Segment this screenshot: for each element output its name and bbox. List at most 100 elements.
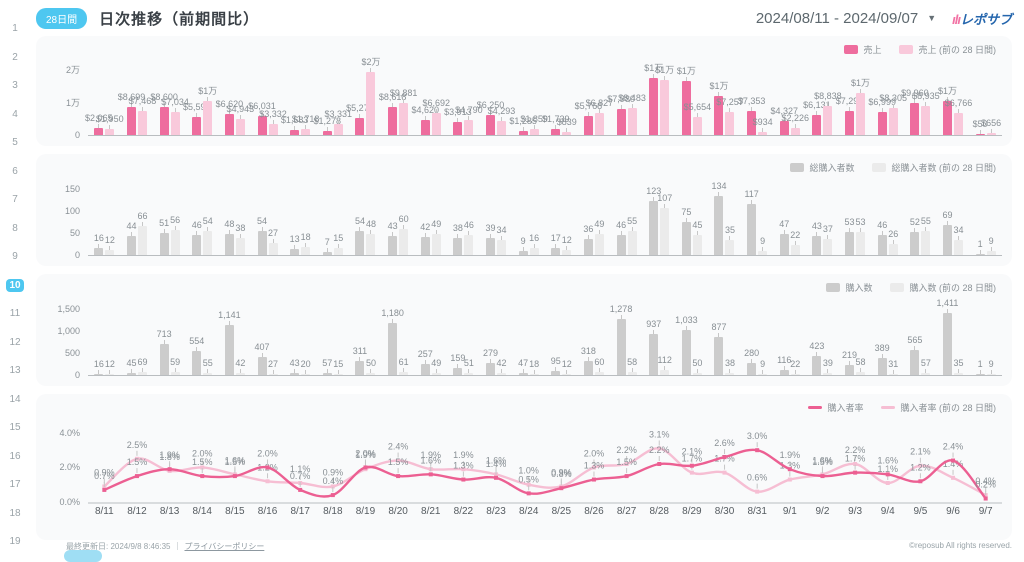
bar-previous-9/3 [856, 231, 866, 255]
legend-item-previous[interactable]: 購入数 (前の 28 日間) [890, 281, 996, 294]
date-range-selector[interactable]: 2024/08/11 - 2024/09/07 ▼ [756, 10, 936, 27]
label-leader-line [696, 368, 698, 373]
bar-group-8/13: 51 56 [153, 216, 186, 255]
point-value-label: 1.9% [453, 450, 474, 460]
reposub-logo: ılıレポサブ [952, 9, 1012, 28]
y-axis-tick: 2.0% [59, 462, 80, 473]
bar-previous-8/27 [627, 107, 637, 135]
sidebar-item-13[interactable]: 13 [9, 365, 21, 376]
bar-current-8/21 [420, 363, 430, 375]
legend-item-current[interactable]: 売上 [844, 43, 881, 56]
sidebar-item-16[interactable]: 16 [9, 450, 21, 462]
x-axis-label-9/4: 9/4 [880, 506, 895, 517]
sidebar-item-2[interactable]: 2 [12, 51, 18, 63]
sidebar-item-9[interactable]: 9 [12, 251, 18, 262]
sidebar-item-15[interactable]: 15 [9, 422, 21, 433]
label-leader-line [990, 247, 992, 252]
point-value-label: 1.5% [616, 457, 637, 467]
sidebar-item-1[interactable]: 1 [12, 23, 18, 34]
bar-group-9/2: 423 39 [806, 342, 839, 375]
privacy-policy-link[interactable]: プライバシーポリシー [184, 542, 265, 551]
sidebar-item-19[interactable]: 19 [9, 536, 21, 547]
bar-current-8/30 [714, 95, 724, 135]
bar-group-8/25: $1,739 $839 [542, 115, 578, 135]
label-leader-line [555, 125, 557, 130]
label-leader-line [228, 320, 230, 325]
label-leader-line [881, 108, 883, 113]
label-leader-line [130, 369, 132, 374]
x-axis-label-8/28: 8/28 [649, 506, 669, 517]
label-leader-line [533, 125, 535, 129]
bar-group-8/30: 877 38 [708, 322, 741, 375]
point-value-label: 1.9% [420, 450, 441, 460]
bar-current-8/18 [322, 251, 332, 255]
sidebar-item-11[interactable]: 11 [9, 308, 21, 319]
bar-group-8/13: 713 59 [153, 329, 186, 375]
sidebar-item-7[interactable]: 7 [12, 194, 18, 205]
sidebar-item-14[interactable]: 14 [9, 393, 21, 405]
sidebar-item-18[interactable]: 18 [9, 507, 21, 519]
bar-group-8/31: 280 9 [741, 348, 774, 375]
bar-group-9/5: 52 55 [904, 216, 937, 255]
legend-item-previous[interactable]: 売上 (前の 28 日間) [899, 43, 996, 56]
label-leader-line [794, 123, 796, 128]
label-leader-line [326, 368, 328, 373]
x-axis-label-9/3: 9/3 [848, 506, 863, 517]
label-leader-line [337, 370, 339, 374]
sidebar-item-5[interactable]: 5 [12, 137, 18, 148]
point-current-8/29 [689, 463, 694, 468]
legend-label: 総購入者数 [809, 163, 855, 173]
sidebar-item-17[interactable]: 17 [9, 479, 21, 490]
x-axis-label-8/14: 8/14 [192, 506, 212, 517]
legend-item-previous[interactable]: 購入者率 (前の 28 日間) [881, 401, 996, 414]
point-value-label: 1.6% [225, 455, 246, 465]
bar-group-9/6: $1万 $6,766 [937, 87, 972, 135]
label-leader-line [98, 370, 100, 374]
bar-current-8/17 [290, 129, 300, 135]
label-leader-line [207, 97, 209, 102]
bar-current-8/21 [420, 120, 430, 135]
label-leader-line [359, 357, 361, 362]
bar-previous-8/30 [725, 239, 735, 255]
bar-group-8/17: 13 18 [284, 233, 317, 255]
label-leader-line [228, 229, 230, 234]
sidebar-item-4[interactable]: 4 [12, 108, 18, 120]
bar-previous-8/21 [431, 233, 441, 255]
label-leader-line [816, 352, 818, 357]
legend-item-previous[interactable]: 総購入者数 (前の 28 日間) [872, 161, 996, 174]
point-value-label: 1.5% [192, 457, 213, 467]
label-leader-line [392, 232, 394, 237]
point-value-label: 1.6% [486, 455, 507, 465]
bar-previous-8/17 [301, 374, 311, 375]
label-leader-line [794, 241, 796, 246]
bar-previous-8/18 [333, 248, 343, 255]
label-leader-line [892, 369, 894, 374]
bar-group-9/2: 43 37 [806, 222, 839, 255]
bar-previous-8/16 [268, 243, 278, 255]
bar-group-8/24: $1,285 $1,859 [509, 115, 548, 135]
bar-current-8/13 [159, 232, 169, 255]
label-leader-line [228, 109, 230, 114]
sidebar-item-8[interactable]: 8 [12, 222, 18, 234]
point-current-8/26 [591, 477, 596, 482]
sidebar-item-6[interactable]: 6 [12, 165, 18, 177]
bar-previous-8/24 [529, 129, 539, 135]
bar-previous-9/2 [823, 373, 833, 375]
legend-item-current[interactable]: 購入数 [826, 281, 872, 294]
label-leader-line [729, 107, 731, 112]
bar-current-8/12 [126, 373, 136, 375]
bar-group-9/3: $7,293 $1万 [836, 79, 872, 135]
sidebar-item-12[interactable]: 12 [9, 336, 21, 348]
point-value-label: 2.0% [192, 448, 213, 458]
sidebar-item-3[interactable]: 3 [12, 80, 18, 91]
sidebar-item-10[interactable]: 10 [6, 278, 24, 292]
label-leader-line [990, 370, 992, 374]
legend-item-current[interactable]: 総購入者数 [790, 161, 854, 174]
bar-previous-8/18 [333, 374, 343, 375]
label-leader-line [849, 107, 851, 112]
legend-label: 売上 (前の 28 日間) [918, 45, 996, 55]
legend-item-current[interactable]: 購入者率 [808, 401, 863, 414]
page-nav-sidebar: 1 2 3 4 5 6 7 8 9 10 11 12 13 14 15 16 17 18 19 [0, 0, 30, 556]
label-leader-line [664, 366, 666, 371]
point-value-label: 1.5% [225, 457, 246, 467]
